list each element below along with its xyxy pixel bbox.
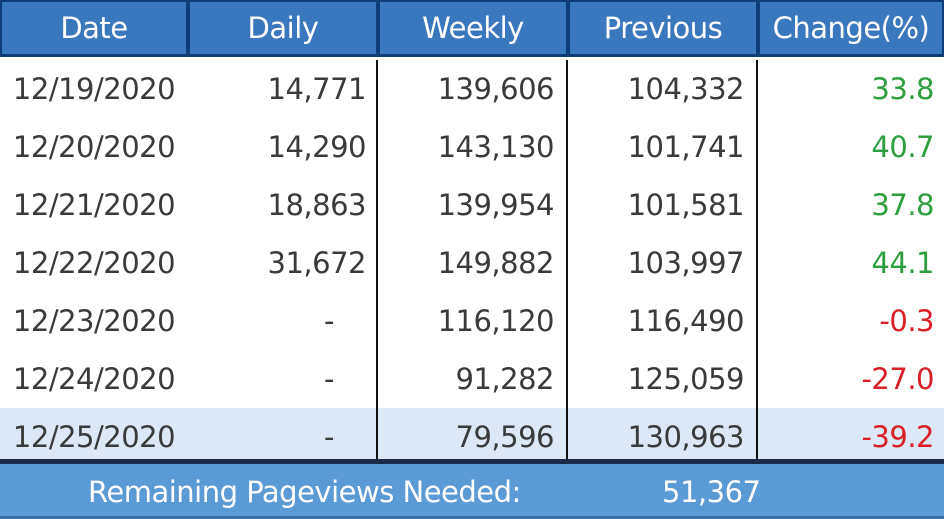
date-cell: 12/20/2020 xyxy=(12,130,176,164)
footer-summary: Remaining Pageviews Needed: 51,367 xyxy=(0,464,944,519)
change-cell: -39.2 xyxy=(861,420,934,454)
date-cell: 12/19/2020 xyxy=(12,72,176,106)
column-divider xyxy=(566,60,568,459)
date-cell: 12/22/2020 xyxy=(12,246,176,280)
previous-cell: 104,332 xyxy=(627,72,745,106)
header-daily: Daily xyxy=(190,2,376,54)
table-row: 12/22/2020 31,672 149,882 103,997 44.1 xyxy=(0,234,944,292)
header-change: Change(%) xyxy=(760,2,942,54)
date-cell: 12/21/2020 xyxy=(12,188,176,222)
table-row: 12/21/2020 18,863 139,954 101,581 37.8 xyxy=(0,176,944,234)
weekly-cell: 139,954 xyxy=(437,188,555,222)
previous-cell: 125,059 xyxy=(627,362,745,396)
change-cell: -27.0 xyxy=(861,362,934,396)
date-cell: 12/24/2020 xyxy=(12,362,176,396)
previous-cell: 101,581 xyxy=(627,188,745,222)
remaining-pageviews-value: 51,367 xyxy=(662,474,761,509)
change-cell: -0.3 xyxy=(879,304,934,338)
column-divider xyxy=(376,60,378,459)
change-cell: 40.7 xyxy=(871,130,934,164)
remaining-pageviews-label: Remaining Pageviews Needed: xyxy=(88,474,521,509)
table-row: 12/23/2020 - 116,120 116,490 -0.3 xyxy=(0,292,944,350)
change-cell: 37.8 xyxy=(871,188,934,222)
date-cell: 12/25/2020 xyxy=(12,420,176,454)
daily-cell: - xyxy=(324,304,334,338)
daily-cell: 31,672 xyxy=(267,246,367,280)
previous-cell: 130,963 xyxy=(627,420,745,454)
date-cell: 12/23/2020 xyxy=(12,304,176,338)
table-row: 12/20/2020 14,290 143,130 101,741 40.7 xyxy=(0,118,944,176)
table-row-highlighted: 12/25/2020 - 79,596 130,963 -39.2 xyxy=(0,408,944,466)
previous-cell: 101,741 xyxy=(627,130,745,164)
header-date: Date xyxy=(2,2,186,54)
daily-cell: 18,863 xyxy=(267,188,367,222)
previous-cell: 103,997 xyxy=(627,246,745,280)
weekly-cell: 139,606 xyxy=(437,72,555,106)
daily-cell: 14,771 xyxy=(267,72,367,106)
table-body: 12/19/2020 14,771 139,606 104,332 33.8 1… xyxy=(0,60,944,466)
daily-cell: 14,290 xyxy=(267,130,367,164)
previous-cell: 116,490 xyxy=(627,304,745,338)
change-cell: 33.8 xyxy=(871,72,934,106)
footer-edge xyxy=(0,516,944,519)
daily-cell: - xyxy=(324,420,334,454)
weekly-cell: 149,882 xyxy=(437,246,555,280)
header-previous: Previous xyxy=(570,2,756,54)
daily-cell: - xyxy=(324,362,334,396)
header-weekly: Weekly xyxy=(380,2,566,54)
footer-divider xyxy=(0,459,944,464)
table-row: 12/24/2020 - 91,282 125,059 -27.0 xyxy=(0,350,944,408)
weekly-cell: 116,120 xyxy=(437,304,555,338)
column-divider xyxy=(756,60,758,459)
table-header: Date Daily Weekly Previous Change(%) xyxy=(0,0,944,57)
table-row: 12/19/2020 14,771 139,606 104,332 33.8 xyxy=(0,60,944,118)
change-cell: 44.1 xyxy=(871,246,934,280)
weekly-cell: 143,130 xyxy=(437,130,555,164)
weekly-cell: 91,282 xyxy=(455,362,555,396)
weekly-cell: 79,596 xyxy=(455,420,555,454)
